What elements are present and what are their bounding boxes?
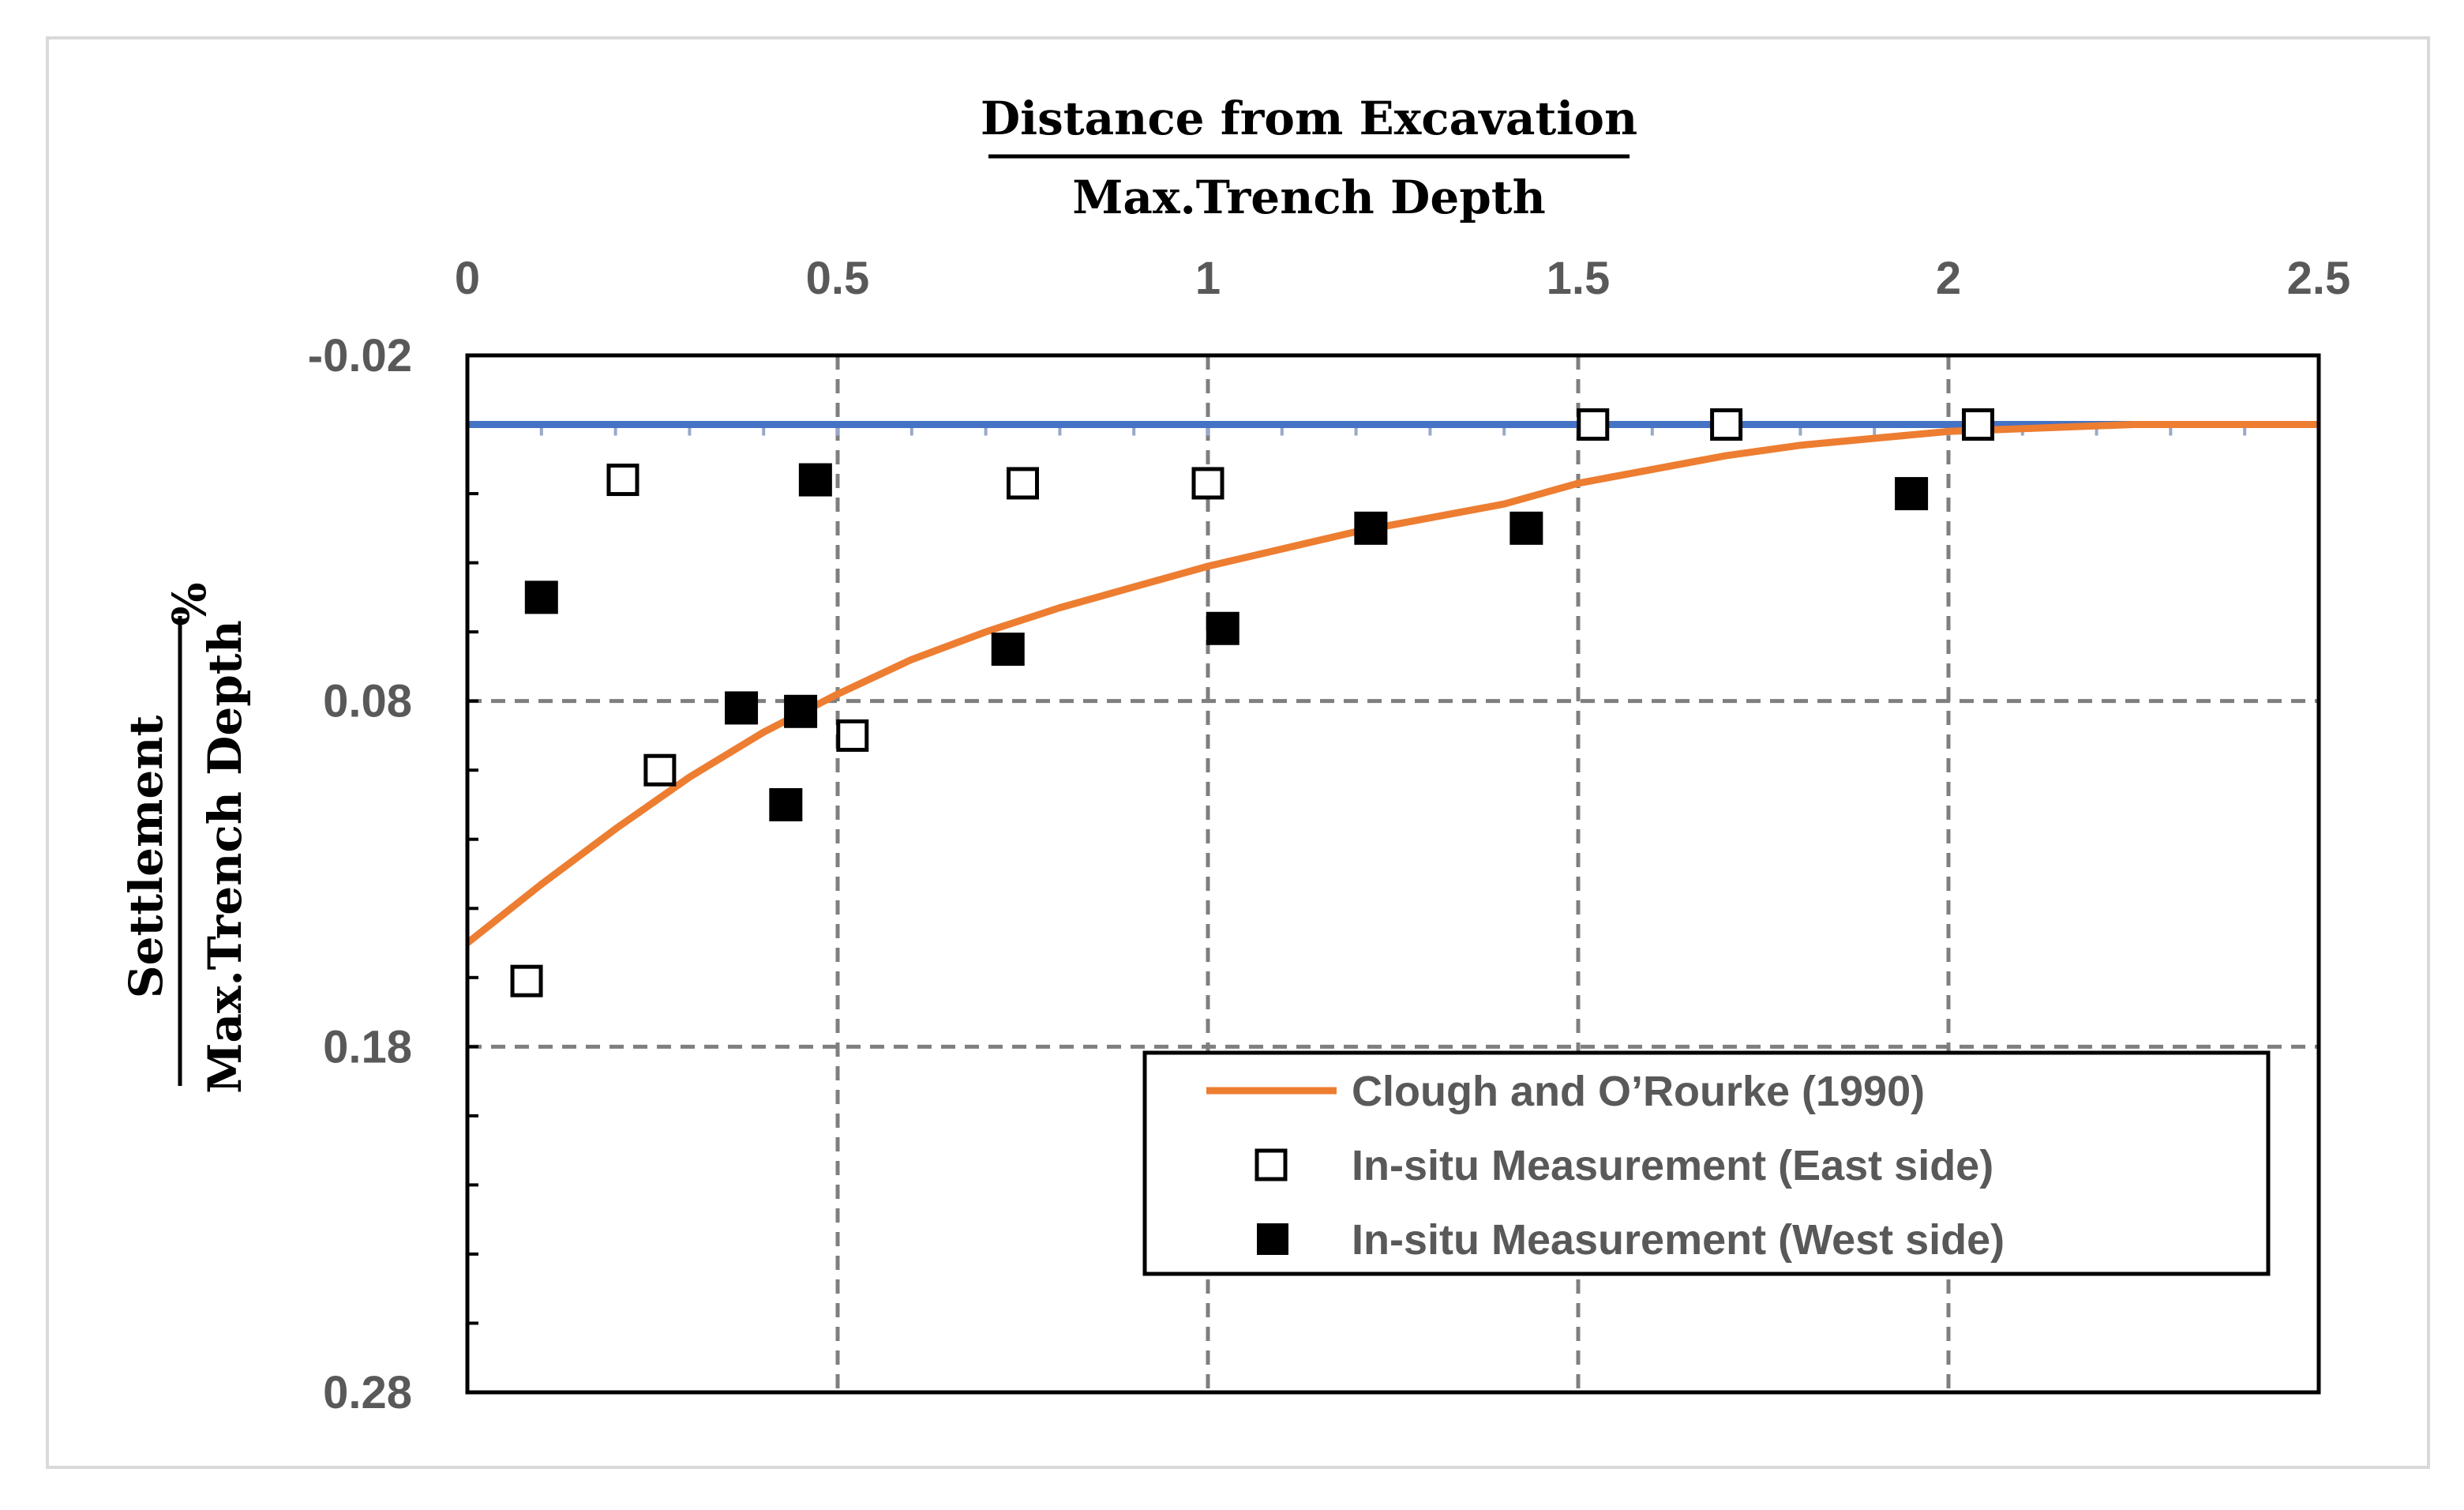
y-tick-label: 0.28	[323, 1367, 412, 1418]
data-points	[510, 408, 1995, 997]
legend-label-model: Clough and O’Rourke (1990)	[1352, 1068, 1925, 1115]
legend-label-east: In-situ Measurement (East side)	[1352, 1142, 1993, 1189]
east-side-point	[643, 753, 677, 787]
west-side-point	[798, 463, 832, 497]
legend-swatch-west	[1257, 1223, 1288, 1255]
west-side-point	[784, 694, 818, 728]
east-side-point	[1962, 408, 1995, 441]
east-side-point	[1710, 408, 1743, 441]
legend: Clough and O’Rourke (1990) In-situ Measu…	[1142, 1050, 2271, 1276]
y-tick-label: 0.18	[323, 1021, 412, 1072]
plot-area-border	[465, 353, 2321, 1395]
x-tick-label: 1.5	[1547, 253, 1611, 304]
y-axis-tick-labels: -0.02 0.08 0.18 0.28	[308, 330, 412, 1418]
y-tick-label: 0.08	[323, 676, 412, 727]
x-axis-label-numerator: Distance from Excavation	[981, 92, 1637, 145]
y-axis-label-unit: %	[163, 582, 216, 625]
legend-swatch-east	[1255, 1148, 1288, 1181]
east-side-point	[1577, 408, 1610, 441]
legend-box	[1142, 1050, 2271, 1276]
y-axis-label-denominator: Max.Trench Depth	[198, 620, 252, 1094]
x-tick-label: 1	[1195, 253, 1221, 304]
west-side-point	[769, 787, 803, 821]
east-side-point	[1007, 467, 1039, 500]
clough-orourke-curve	[465, 421, 2319, 946]
east-side-point	[510, 964, 543, 997]
legend-label-west: In-situ Measurement (West side)	[1352, 1216, 2005, 1264]
x-axis-tick-labels: 0 0.5 1 1.5 2 2.5	[455, 253, 2350, 304]
x-tick-label: 0	[455, 253, 480, 304]
y-axis-label-numerator: Settlement	[119, 716, 173, 999]
east-side-point	[836, 719, 869, 752]
east-side-point	[1191, 467, 1224, 500]
west-side-point	[524, 580, 558, 614]
x-tick-label: 2.5	[2287, 253, 2351, 304]
east-side-point	[606, 464, 639, 497]
y-tick-label: -0.02	[308, 330, 412, 381]
x-tick-label: 2	[1936, 253, 1961, 304]
west-side-point	[991, 633, 1025, 667]
x-tick-label: 0.5	[806, 253, 870, 304]
west-side-point	[1510, 511, 1543, 545]
west-side-point	[725, 691, 759, 725]
west-side-point	[1206, 611, 1240, 645]
x-axis-label-denominator: Max.Trench Depth	[1072, 171, 1546, 224]
west-side-point	[1895, 477, 1929, 511]
west-side-point	[1354, 511, 1388, 545]
